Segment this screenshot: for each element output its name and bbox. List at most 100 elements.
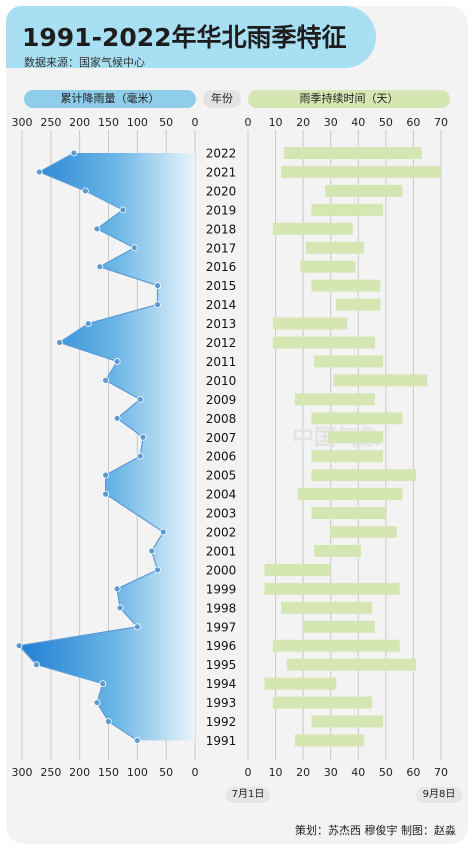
rainfall-point <box>82 187 89 195</box>
duration-bar <box>272 696 373 709</box>
duration-header: 雨季持续时间（天） <box>248 90 450 108</box>
rain-tick-top: 250 <box>40 116 61 129</box>
duration-bar <box>314 355 384 368</box>
duration-bar <box>272 222 353 235</box>
year-label: 1995 <box>206 658 237 672</box>
rainfall-point <box>136 452 144 460</box>
year-label: 1996 <box>206 639 237 653</box>
duration-bar <box>311 279 381 292</box>
duration-bar <box>333 374 428 387</box>
rainfall-area-fill <box>19 153 195 741</box>
duration-bar <box>264 563 331 576</box>
duration-bar <box>272 639 400 652</box>
rainfall-point <box>148 547 156 555</box>
rain-tick-top: 100 <box>127 116 148 129</box>
rainfall-point <box>159 528 167 536</box>
duration-bar <box>264 677 337 690</box>
rainfall-point <box>119 206 127 214</box>
duration-tick-top: 20 <box>296 116 310 129</box>
rain-tick-bottom: 50 <box>159 766 173 779</box>
duration-bar <box>314 544 362 557</box>
year-label: 2021 <box>206 165 237 179</box>
year-header: 年份 <box>203 90 241 108</box>
rainfall-point <box>99 680 107 687</box>
duration-tick-bottom: 20 <box>296 766 310 779</box>
duration-bar <box>297 488 403 501</box>
rainfall-header: 累计降雨量（毫米） <box>24 90 196 108</box>
duration-bar <box>272 336 375 349</box>
rainfall-point <box>84 320 92 327</box>
year-label: 2016 <box>206 260 237 274</box>
rainfall-point <box>93 699 101 706</box>
rain-tick-bottom: 300 <box>12 766 33 779</box>
rainfall-point <box>102 376 110 384</box>
year-label: 2004 <box>206 488 237 502</box>
rainfall-point <box>35 168 43 176</box>
duration-tick-top: 10 <box>269 116 283 129</box>
duration-tick-top: 30 <box>324 116 338 129</box>
duration-bar <box>311 450 384 463</box>
year-label: 2000 <box>206 563 237 577</box>
rainfall-area <box>15 149 195 744</box>
duration-gridlines <box>247 130 442 760</box>
year-label: 1992 <box>206 715 237 729</box>
rainfall-point <box>154 301 161 309</box>
year-label: 2019 <box>206 203 237 217</box>
duration-tick-bottom: 10 <box>269 766 283 779</box>
year-label: 1999 <box>206 582 237 596</box>
start-date-label: 7月1日 <box>226 787 270 803</box>
year-label: 1994 <box>206 677 237 691</box>
rainfall-point <box>113 414 121 422</box>
page-title: 1991-2022年华北雨季特征 <box>22 23 347 52</box>
rainfall-point <box>70 149 78 157</box>
duration-tick-top: 0 <box>245 116 252 129</box>
rainfall-point <box>102 471 110 479</box>
duration-bar <box>327 431 384 444</box>
duration-bars <box>264 147 441 747</box>
year-label: 2007 <box>206 431 237 445</box>
duration-bar <box>272 317 348 330</box>
year-label: 2006 <box>206 450 237 464</box>
rainfall-point <box>139 433 147 441</box>
title-banner: 1991-2022年华北雨季特征 数据来源：国家气候中心 <box>6 6 376 69</box>
year-label: 2008 <box>206 412 237 426</box>
year-label: 2005 <box>206 469 237 483</box>
duration-bar <box>311 507 386 520</box>
rain-tick-top: 150 <box>98 116 119 129</box>
duration-tick-top: 50 <box>379 116 393 129</box>
year-label: 2014 <box>206 298 237 312</box>
year-label: 2003 <box>206 507 237 521</box>
rainfall-point <box>131 244 138 252</box>
rainfall-point <box>33 661 40 669</box>
rainfall-point <box>113 358 121 365</box>
duration-tick-bottom: 30 <box>324 766 338 779</box>
rainfall-point <box>93 225 101 233</box>
duration-bar <box>286 658 417 671</box>
year-label: 2020 <box>206 184 237 198</box>
end-date-label: 9月8日 <box>416 787 462 803</box>
rainfall-point <box>56 339 63 346</box>
rainfall-point <box>154 566 161 574</box>
duration-tick-bottom: 60 <box>406 766 420 779</box>
duration-bar <box>305 241 364 254</box>
rainfall-point <box>116 604 124 612</box>
rainfall-point <box>154 282 161 290</box>
year-labels: 2022 2021 2020 2019 2018 2017 2016 2015 2014 2013… <box>206 147 237 748</box>
duration-tick-bottom: 40 <box>351 766 365 779</box>
rain-tick-bottom: 150 <box>98 766 119 779</box>
rain-tick-top: 50 <box>159 116 173 129</box>
rain-tick-top: 300 <box>12 116 33 129</box>
year-label: 2018 <box>206 222 237 236</box>
rain-tick-bottom: 100 <box>127 766 148 779</box>
duration-bar <box>330 526 397 538</box>
year-label: 2012 <box>206 336 237 350</box>
duration-bar <box>311 203 384 216</box>
rainfall-point <box>113 585 121 593</box>
rain-tick-bottom: 250 <box>40 766 61 779</box>
credits: 策划：苏杰西 穆俊宇 制图：赵淼 <box>295 824 456 837</box>
year-label: 2013 <box>206 317 237 331</box>
duration-tick-top: 60 <box>406 116 420 129</box>
rainfall-point <box>133 623 141 631</box>
duration-bar <box>311 412 403 425</box>
